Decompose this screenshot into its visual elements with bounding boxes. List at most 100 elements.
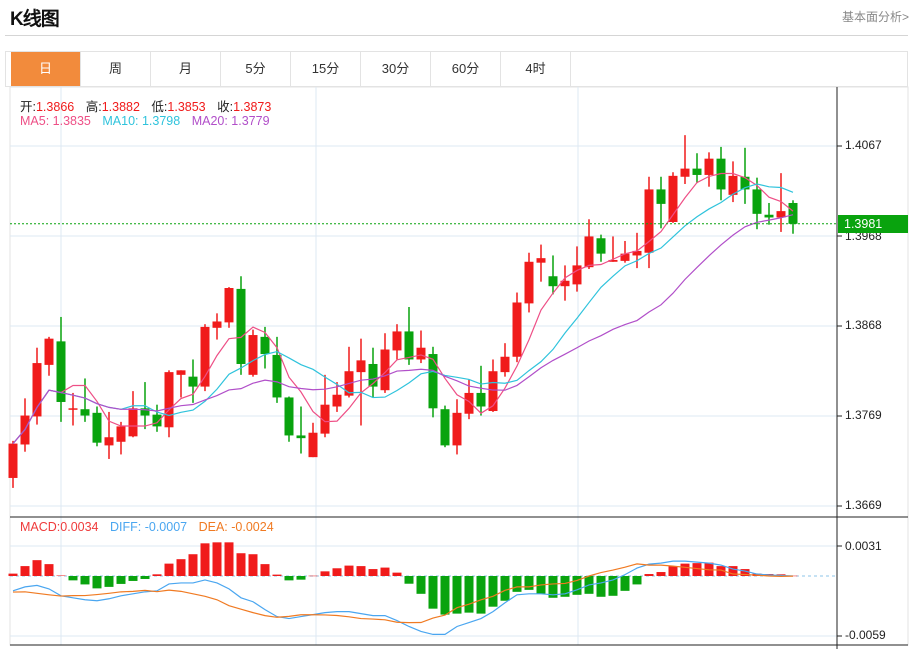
candle-down — [272, 354, 282, 398]
low-label: 低: — [151, 100, 168, 114]
macd-bar — [464, 576, 474, 613]
candle-up — [128, 408, 138, 437]
candle-up — [500, 356, 510, 373]
candle-down — [740, 176, 750, 190]
macd-bar — [608, 576, 618, 596]
candle-up — [200, 326, 210, 387]
ma5-value: MA5: 1.3835 — [20, 114, 91, 128]
candle-up — [620, 253, 630, 261]
price-tick: 1.3868 — [845, 318, 882, 332]
candle-up — [44, 338, 54, 365]
open-label: 开: — [20, 100, 36, 114]
macd-bar — [488, 576, 498, 607]
candle-up — [452, 412, 462, 446]
candle-up — [392, 331, 402, 351]
tab-30min[interactable]: 30分 — [361, 52, 431, 86]
candle-up — [668, 175, 678, 222]
macd-bar — [284, 576, 294, 581]
macd-bar — [440, 576, 450, 615]
candle-up — [416, 347, 426, 360]
macd-bar — [128, 576, 138, 581]
macd-bar — [20, 566, 30, 576]
ohlc-legend: 开:1.3866 高:1.3882 低:1.3853 收:1.3873 — [20, 96, 279, 115]
candle-up — [776, 211, 786, 218]
high-label: 高: — [85, 100, 102, 114]
candle-up — [164, 372, 174, 428]
ma5-line — [12, 172, 794, 444]
tab-day[interactable]: 日 — [11, 52, 81, 86]
macd-bar — [104, 576, 114, 587]
macd-bar — [200, 543, 210, 576]
candle-down — [260, 336, 270, 355]
tab-4hour[interactable]: 4时 — [501, 52, 571, 86]
divider — [5, 35, 908, 36]
candle-down — [752, 189, 762, 214]
tab-week[interactable]: 周 — [81, 52, 151, 86]
ma10-line — [12, 183, 794, 444]
candle-down — [140, 408, 150, 416]
candle-up — [212, 321, 222, 328]
macd-tick: -0.0059 — [845, 628, 886, 642]
macd-bar — [140, 576, 150, 579]
candle-up — [512, 302, 522, 357]
fundamental-analysis-link[interactable]: 基本面分析> — [841, 10, 909, 24]
high-value: 1.3882 — [101, 100, 140, 114]
dea-value: DEA: -0.0024 — [198, 520, 274, 534]
candle-up — [176, 370, 186, 375]
macd-value: MACD:0.0034 — [20, 520, 99, 534]
diff-line — [12, 560, 794, 636]
macd-bar — [512, 576, 522, 592]
tab-15min[interactable]: 15分 — [291, 52, 361, 86]
candle-down — [548, 276, 558, 287]
price-tick: 1.3669 — [845, 498, 882, 512]
candle-up — [332, 394, 342, 407]
ma20-line — [12, 214, 794, 444]
candle-up — [320, 404, 330, 434]
macd-bar — [524, 576, 534, 590]
tab-5min[interactable]: 5分 — [221, 52, 291, 86]
candle-down — [476, 392, 486, 407]
current-price-label: 1.3981 — [838, 215, 908, 233]
macd-bar — [476, 576, 486, 614]
dea-line — [12, 563, 794, 624]
tab-month[interactable]: 月 — [151, 52, 221, 86]
macd-bar — [236, 553, 246, 576]
candle-up — [536, 258, 546, 263]
candle-down — [368, 363, 378, 387]
macd-bar — [212, 542, 222, 576]
candle-up — [572, 265, 582, 285]
candle-up — [644, 189, 654, 253]
candle-up — [632, 250, 642, 256]
candle-up — [308, 432, 318, 458]
candle-down — [56, 341, 66, 402]
candle-up — [524, 261, 534, 304]
candle-up — [608, 259, 618, 262]
macd-bar — [644, 574, 654, 576]
candle-down — [284, 397, 294, 436]
macd-bar — [320, 571, 330, 576]
ma-legend: MA5: 1.3835 MA10: 1.3798 MA20: 1.3779 — [20, 114, 278, 128]
macd-bar — [404, 576, 414, 584]
macd-bar — [572, 576, 582, 595]
candle-down — [296, 435, 306, 439]
macd-bar — [296, 576, 306, 580]
macd-bar — [224, 542, 234, 576]
candle-down — [656, 189, 666, 204]
macd-bar — [272, 574, 282, 576]
macd-bar — [332, 568, 342, 576]
macd-bar — [188, 554, 198, 576]
macd-bar — [560, 576, 570, 597]
page-title: K线图 — [10, 9, 60, 30]
macd-bar — [248, 554, 258, 576]
close-value: 1.3873 — [233, 100, 272, 114]
candle-down — [80, 409, 90, 416]
candle-down — [152, 414, 162, 427]
macd-bar — [632, 576, 642, 585]
candle-down — [428, 354, 438, 409]
candle-up — [380, 349, 390, 391]
candle-up — [728, 175, 738, 195]
tab-60min[interactable]: 60分 — [431, 52, 501, 86]
candle-up — [116, 426, 126, 442]
macd-bar — [416, 576, 426, 594]
